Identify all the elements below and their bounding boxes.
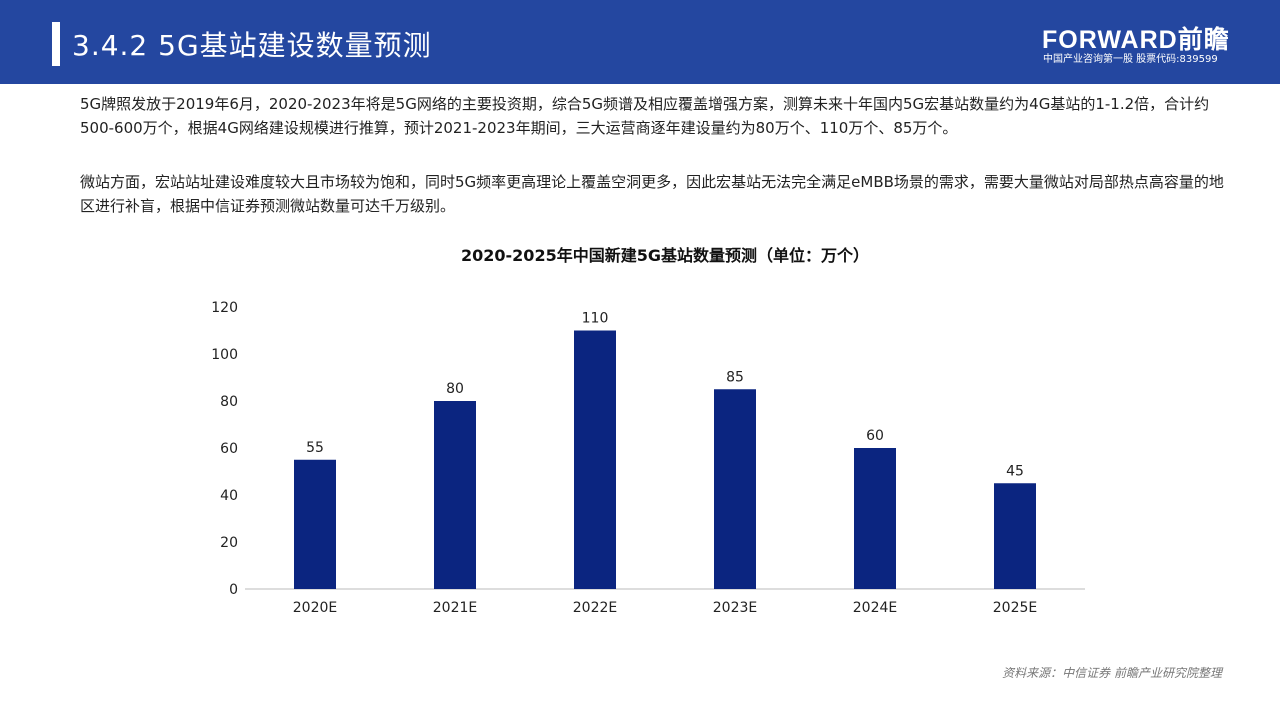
header-bar: 3.4.2 5G基站建设数量预测 FORWARD前瞻 中国产业咨询第一股 股票代… — [0, 0, 1280, 84]
source-note: 资料来源：中信证券 前瞻产业研究院整理 — [1002, 666, 1222, 680]
y-tick-label: 40 — [220, 488, 238, 504]
data-label: 60 — [866, 428, 884, 444]
page-title: 3.4.2 5G基站建设数量预测 — [72, 29, 432, 62]
chart-title: 2020-2025年中国新建5G基站数量预测（单位：万个） — [461, 246, 869, 265]
x-tick-label: 2024E — [853, 600, 897, 616]
x-tick-label: 2021E — [433, 600, 477, 616]
bar-2022E — [574, 330, 616, 589]
title-accent-bar — [52, 22, 60, 66]
y-tick-label: 80 — [220, 394, 238, 410]
y-tick-label: 100 — [211, 347, 238, 363]
y-tick-label: 60 — [220, 441, 238, 457]
x-tick-label: 2023E — [713, 600, 757, 616]
bar-2025E — [994, 483, 1036, 589]
bar-2023E — [714, 389, 756, 589]
y-tick-label: 0 — [229, 582, 238, 598]
logo-subtitle: 中国产业咨询第一股 股票代码:839599 — [1043, 54, 1218, 65]
y-tick-label: 120 — [211, 300, 238, 316]
bar-2020E — [294, 459, 336, 589]
data-label: 110 — [582, 311, 609, 327]
data-label: 45 — [1006, 463, 1024, 479]
x-tick-label: 2022E — [573, 600, 617, 616]
x-tick-label: 2020E — [293, 600, 337, 616]
paragraph-macro-stations: 5G牌照发放于2019年6月，2020-2023年将是5G网络的主要投资期，综合… — [80, 95, 1210, 137]
paragraph-micro-stations: 微站方面，宏站站址建设难度较大且市场较为饱和，同时5G频率更高理论上覆盖空洞更多… — [80, 173, 1224, 215]
data-label: 80 — [446, 381, 464, 397]
data-label: 85 — [726, 369, 744, 385]
bar-2024E — [854, 448, 896, 589]
bar-2021E — [434, 401, 476, 589]
y-tick-label: 20 — [220, 535, 238, 551]
data-label: 55 — [306, 440, 324, 456]
forward-logo: FORWARD前瞻 — [1042, 26, 1230, 54]
x-tick-label: 2025E — [993, 600, 1037, 616]
